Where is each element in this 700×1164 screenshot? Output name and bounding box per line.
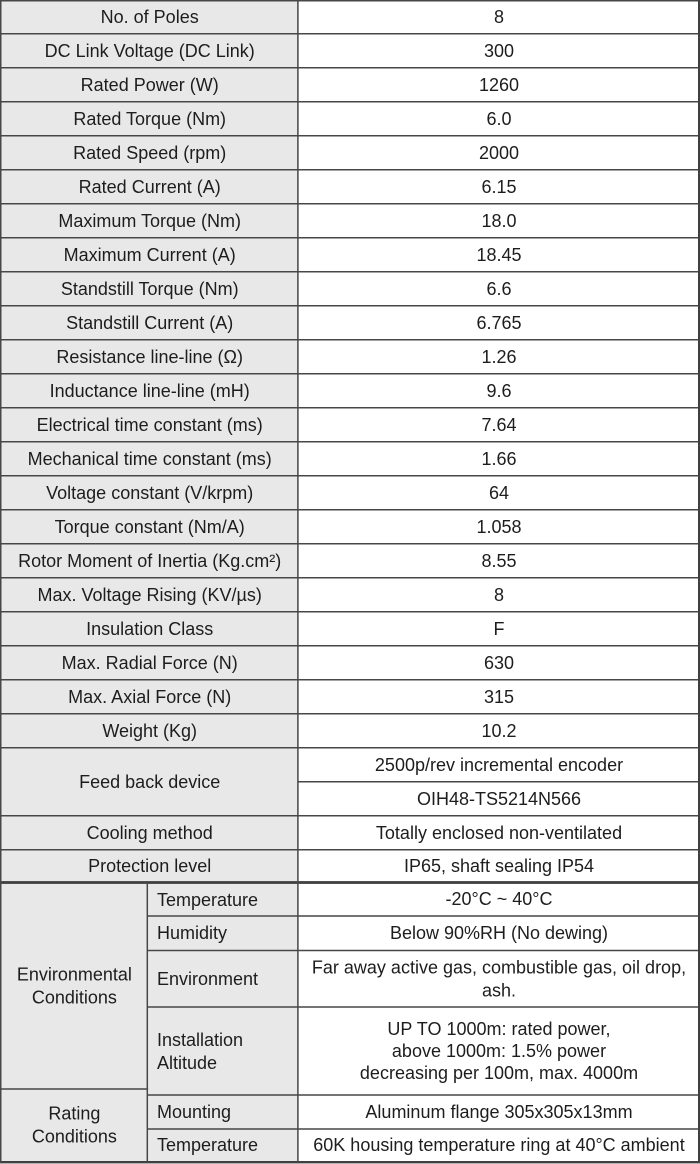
svg-text:Protection level: Protection level: [88, 856, 211, 876]
svg-text:Torque constant (Nm/A): Torque constant (Nm/A): [55, 517, 245, 537]
svg-text:315: 315: [484, 687, 514, 707]
svg-text:Max. Radial Force (N): Max. Radial Force (N): [62, 653, 238, 673]
svg-text:Resistance line-line (Ω): Resistance line-line (Ω): [56, 347, 243, 367]
svg-text:64: 64: [489, 483, 509, 503]
svg-text:10.2: 10.2: [481, 721, 516, 741]
svg-text:8: 8: [494, 7, 504, 27]
svg-text:Rated Torque (Nm): Rated Torque (Nm): [73, 109, 226, 129]
svg-text:Cooling method: Cooling method: [87, 823, 213, 843]
svg-text:9.6: 9.6: [486, 381, 511, 401]
svg-text:Max. Voltage Rising (KV/µs): Max. Voltage Rising (KV/µs): [37, 585, 261, 605]
svg-text:Standstill Torque (Nm): Standstill Torque (Nm): [61, 279, 239, 299]
svg-text:Rated Power (W): Rated Power (W): [81, 75, 219, 95]
svg-text:Mounting: Mounting: [157, 1102, 231, 1122]
svg-text:Electrical time constant (ms): Electrical time constant (ms): [37, 415, 263, 435]
svg-text:Rated Speed (rpm): Rated Speed (rpm): [73, 143, 226, 163]
svg-text:8.55: 8.55: [481, 551, 516, 571]
svg-text:Max. Axial Force (N): Max. Axial Force (N): [68, 687, 231, 707]
svg-text:1.26: 1.26: [481, 347, 516, 367]
svg-text:300: 300: [484, 41, 514, 61]
svg-text:Aluminum flange 305x305x13mm: Aluminum flange 305x305x13mm: [365, 1102, 632, 1122]
svg-text:2500p/rev incremental encoder: 2500p/rev incremental encoder: [375, 755, 623, 775]
svg-text:Environment: Environment: [157, 969, 258, 989]
svg-text:Rating: Rating: [48, 1104, 100, 1124]
svg-text:ash.: ash.: [482, 981, 516, 1001]
svg-text:Altitude: Altitude: [157, 1053, 217, 1073]
svg-text:Far away active gas, combustib: Far away active gas, combustible gas, oi…: [312, 958, 686, 978]
svg-text:Environmental: Environmental: [17, 965, 132, 985]
svg-text:DC Link Voltage (DC Link): DC Link Voltage (DC Link): [45, 41, 255, 61]
svg-text:Rated Current (A): Rated Current (A): [79, 177, 221, 197]
svg-text:6.15: 6.15: [481, 177, 516, 197]
svg-text:630: 630: [484, 653, 514, 673]
svg-text:-20°C ~ 40°C: -20°C ~ 40°C: [446, 889, 553, 909]
svg-text:Voltage constant (V/krpm): Voltage constant (V/krpm): [46, 483, 253, 503]
svg-text:6.6: 6.6: [486, 279, 511, 299]
svg-text:8: 8: [494, 585, 504, 605]
svg-text:18.45: 18.45: [476, 245, 521, 265]
svg-text:Temperature: Temperature: [157, 890, 258, 910]
svg-text:1.66: 1.66: [481, 449, 516, 469]
svg-text:Humidity: Humidity: [157, 923, 227, 943]
svg-text:Feed back device: Feed back device: [79, 772, 220, 792]
svg-text:6.765: 6.765: [476, 313, 521, 333]
svg-text:6.0: 6.0: [486, 109, 511, 129]
svg-text:Conditions: Conditions: [32, 1127, 117, 1147]
svg-text:Totally enclosed non-ventilate: Totally enclosed non-ventilated: [376, 823, 622, 843]
svg-text:60K housing temperature ring a: 60K housing temperature ring at 40°C amb…: [313, 1135, 684, 1155]
svg-text:7.64: 7.64: [481, 415, 516, 435]
svg-text:Below 90%RH (No dewing): Below 90%RH (No dewing): [390, 923, 608, 943]
svg-text:IP65, shaft sealing IP54: IP65, shaft sealing IP54: [404, 856, 594, 876]
svg-text:Temperature: Temperature: [157, 1135, 258, 1155]
svg-text:Rotor Moment of Inertia (Kg.cm: Rotor Moment of Inertia (Kg.cm²): [18, 551, 281, 571]
svg-text:UP TO 1000m: rated power,: UP TO 1000m: rated power,: [387, 1019, 610, 1039]
svg-text:2000: 2000: [479, 143, 519, 163]
svg-text:No. of Poles: No. of Poles: [101, 7, 199, 27]
svg-text:Weight (Kg): Weight (Kg): [102, 721, 197, 741]
svg-text:Maximum Current (A): Maximum Current (A): [64, 245, 236, 265]
svg-text:F: F: [494, 619, 505, 639]
svg-text:decreasing per 100m, max. 4000: decreasing per 100m, max. 4000m: [360, 1063, 638, 1083]
svg-text:Standstill Current (A): Standstill Current (A): [66, 313, 233, 333]
svg-text:above 1000m: 1.5% power: above 1000m: 1.5% power: [392, 1041, 606, 1061]
svg-text:18.0: 18.0: [481, 211, 516, 231]
svg-text:Installation: Installation: [157, 1030, 243, 1050]
svg-text:OIH48-TS5214N566: OIH48-TS5214N566: [417, 789, 581, 809]
svg-text:1.058: 1.058: [476, 517, 521, 537]
svg-text:Insulation Class: Insulation Class: [86, 619, 213, 639]
svg-text:Inductance line-line (mH): Inductance line-line (mH): [50, 381, 250, 401]
svg-text:Conditions: Conditions: [32, 988, 117, 1008]
svg-text:1260: 1260: [479, 75, 519, 95]
svg-text:Maximum Torque (Nm): Maximum Torque (Nm): [58, 211, 241, 231]
svg-text:Mechanical time constant (ms): Mechanical time constant (ms): [28, 449, 272, 469]
